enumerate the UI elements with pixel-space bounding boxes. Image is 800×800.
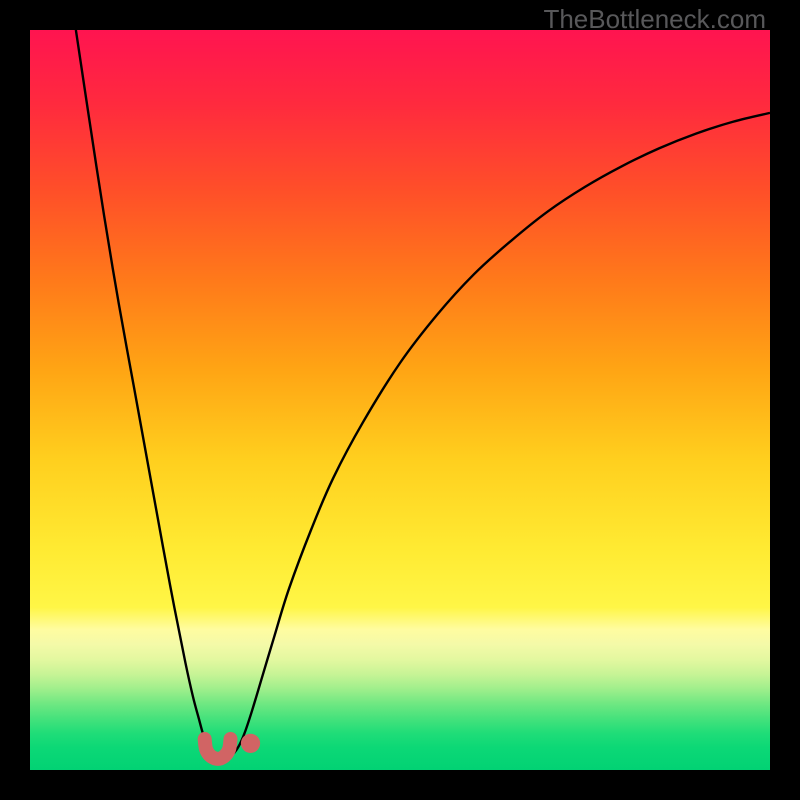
highlight-dot	[241, 734, 260, 753]
watermark-label: TheBottleneck.com	[543, 4, 766, 35]
highlight-u-mark	[205, 739, 231, 759]
curve-left	[76, 30, 215, 754]
curve-right	[234, 113, 771, 754]
bottleneck-curve-plot	[0, 0, 800, 800]
